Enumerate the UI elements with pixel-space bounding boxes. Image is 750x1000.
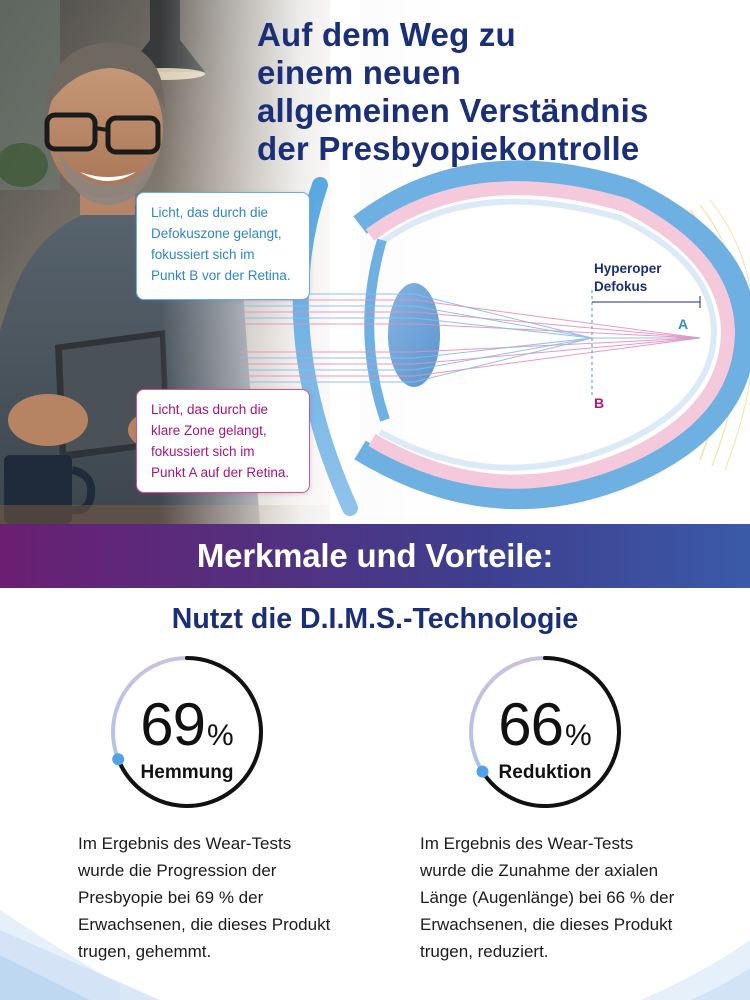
callout-defocus-zone: Licht, das durch die Defokuszone gelangt… bbox=[136, 192, 310, 300]
eye-diagram bbox=[240, 160, 750, 516]
eyeball-wall bbox=[353, 160, 750, 510]
description-line: Länge (Augenlänge) bei 66 % der bbox=[420, 888, 675, 907]
rays-clear-zone bbox=[240, 299, 701, 377]
description-line: Erwachsenen, die dieses Produkt bbox=[78, 915, 331, 934]
description-line: Im Ergebnis des Wear-Tests bbox=[420, 834, 634, 853]
callout-line: Licht, das durch die bbox=[151, 205, 269, 220]
stat-reduction: 66% Reduktion bbox=[465, 652, 625, 812]
point-b-label: B bbox=[594, 395, 605, 411]
ring-progress-arc bbox=[116, 656, 263, 808]
stat-value: 66% bbox=[465, 690, 625, 759]
banner-title: Merkmale und Vorteile: bbox=[196, 537, 554, 574]
hyperopic-label-line: Hyperoper bbox=[594, 261, 662, 276]
section-title: Nutzt die D.I.M.S.-Technologie bbox=[171, 603, 579, 635]
retina-layer bbox=[365, 181, 736, 489]
description-line: wurde die Zunahme der axialen bbox=[420, 861, 659, 880]
hyperopic-defocus-label: Hyperoper Defokus bbox=[594, 260, 662, 296]
stat-unit: % bbox=[565, 719, 592, 752]
description-inhibition: Im Ergebnis des Wear-Tests wurde die Pro… bbox=[78, 830, 378, 965]
decorative-wave bbox=[0, 910, 750, 1000]
description-line: Erwachsenen, die dieses Produkt bbox=[420, 915, 673, 934]
stat-number: 66 bbox=[498, 691, 564, 758]
headline: Auf dem Weg zu einem neuen allgemeinen V… bbox=[257, 16, 737, 168]
description-line: wurde die Progression der bbox=[78, 861, 277, 880]
callout-line: Defokuszone gelangt, bbox=[151, 226, 282, 241]
callout-line: fokussiert sich im bbox=[151, 444, 255, 459]
headline-line: allgemeinen Verständnis bbox=[257, 92, 649, 129]
progress-ring bbox=[469, 656, 621, 808]
callout-clear-zone: Licht, das durch die klare Zone gelangt,… bbox=[136, 389, 310, 493]
headline-line: einem neuen bbox=[257, 54, 461, 91]
stat-unit: % bbox=[207, 719, 234, 752]
hero-section: Auf dem Weg zu einem neuen allgemeinen V… bbox=[0, 0, 750, 524]
ring-progress-arc bbox=[480, 656, 621, 808]
description-line: trugen, gehemmt. bbox=[78, 942, 212, 961]
callout-line: Punkt A auf der Retina. bbox=[151, 465, 290, 480]
description-line: Im Ergebnis des Wear-Tests bbox=[78, 834, 292, 853]
description-line: trugen, reduziert. bbox=[420, 942, 549, 961]
progress-ring bbox=[111, 656, 263, 808]
callout-line: Licht, das durch die bbox=[151, 402, 269, 417]
stat-number: 69 bbox=[140, 691, 206, 758]
stat-label: Hemmung bbox=[140, 762, 234, 783]
headline-line: der Presbyopiekontrolle bbox=[257, 130, 640, 167]
callout-line: fokussiert sich im bbox=[151, 247, 255, 262]
stat-inhibition: 69% Hemmung bbox=[107, 652, 267, 812]
description-reduction: Im Ergebnis des Wear-Tests wurde die Zun… bbox=[420, 830, 720, 965]
hyperopic-label-line: Defokus bbox=[594, 279, 648, 294]
headline-line: Auf dem Weg zu bbox=[257, 16, 516, 53]
rays-defocus-zone bbox=[240, 293, 700, 383]
ring-end-dot bbox=[112, 753, 125, 766]
callout-line: klare Zone gelangt, bbox=[151, 423, 267, 438]
stat-value: 69% bbox=[107, 690, 267, 759]
lens bbox=[388, 283, 440, 387]
description-line: Presbyopie bei 69 % der bbox=[78, 888, 264, 907]
point-a-label: A bbox=[678, 316, 689, 332]
stat-label: Reduktion bbox=[498, 762, 592, 783]
features-banner: Merkmale und Vorteile: bbox=[0, 524, 750, 588]
callout-line: Punkt B vor der Retina. bbox=[151, 268, 291, 283]
ring-end-dot bbox=[476, 765, 489, 778]
